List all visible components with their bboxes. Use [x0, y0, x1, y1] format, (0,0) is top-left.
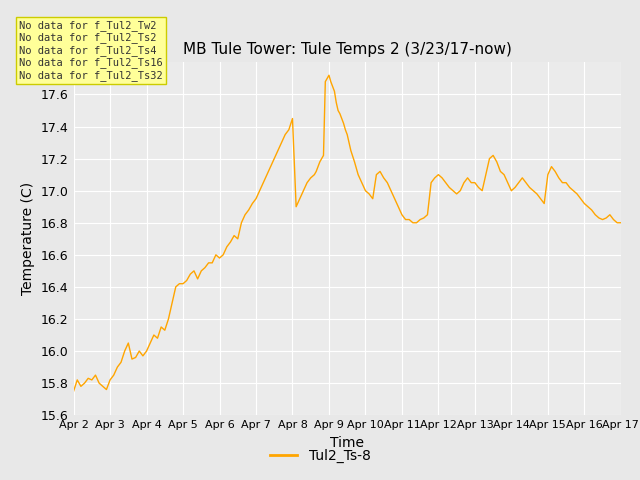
X-axis label: Time: Time [330, 436, 364, 450]
Title: MB Tule Tower: Tule Temps 2 (3/23/17-now): MB Tule Tower: Tule Temps 2 (3/23/17-now… [183, 42, 511, 57]
Text: No data for f_Tul2_Tw2
No data for f_Tul2_Ts2
No data for f_Tul2_Ts4
No data for: No data for f_Tul2_Tw2 No data for f_Tul… [19, 20, 163, 81]
Y-axis label: Temperature (C): Temperature (C) [21, 182, 35, 295]
Legend: Tul2_Ts-8: Tul2_Ts-8 [264, 443, 376, 468]
